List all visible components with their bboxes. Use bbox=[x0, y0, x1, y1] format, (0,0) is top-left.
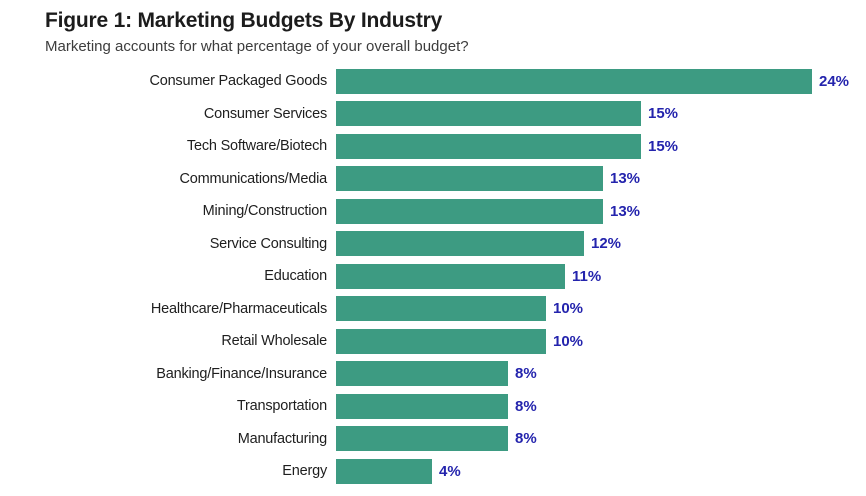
bar-row: Tech Software/Biotech 15% bbox=[0, 130, 866, 163]
bar-row: Communications/Media 13% bbox=[0, 163, 866, 196]
bar-area: 8% bbox=[336, 358, 866, 391]
bar-row: Education 11% bbox=[0, 260, 866, 293]
bar bbox=[336, 458, 432, 484]
category-label: Banking/Finance/Insurance bbox=[156, 365, 327, 382]
bar-row: Retail Wholesale 10% bbox=[0, 325, 866, 358]
bar-area: 15% bbox=[336, 130, 866, 163]
chart-subtitle: Marketing accounts for what percentage o… bbox=[45, 38, 469, 55]
bar-row: Transportation 8% bbox=[0, 390, 866, 423]
value-label: 11% bbox=[572, 267, 602, 285]
bar bbox=[336, 133, 641, 159]
bar-area: 4% bbox=[336, 455, 866, 488]
bar-area: 13% bbox=[336, 195, 866, 228]
bar bbox=[336, 198, 603, 224]
bar bbox=[336, 296, 546, 322]
bar bbox=[336, 231, 584, 257]
value-label: 8% bbox=[515, 430, 537, 448]
bar-area: 10% bbox=[336, 293, 866, 326]
category-label: Consumer Services bbox=[203, 105, 327, 122]
value-label: 10% bbox=[553, 300, 584, 318]
value-label: 24% bbox=[819, 72, 850, 90]
bar-row: Manufacturing 8% bbox=[0, 423, 866, 456]
bar bbox=[336, 361, 508, 387]
bar-area: 13% bbox=[336, 163, 866, 196]
bar bbox=[336, 328, 546, 354]
value-label: 10% bbox=[553, 332, 584, 350]
bar-row: Energy 4% bbox=[0, 455, 866, 488]
category-label: Tech Software/Biotech bbox=[186, 138, 327, 155]
value-label: 12% bbox=[591, 235, 622, 253]
category-label: Retail Wholesale bbox=[221, 333, 327, 350]
bar bbox=[336, 393, 508, 419]
category-label: Communications/Media bbox=[179, 170, 327, 187]
bar bbox=[336, 426, 508, 452]
value-label: 15% bbox=[648, 105, 679, 123]
chart-title: Figure 1: Marketing Budgets By Industry bbox=[45, 9, 443, 32]
bar-area: 12% bbox=[336, 228, 866, 261]
bar-row: Consumer Packaged Goods 24% bbox=[0, 65, 866, 98]
bar-row: Consumer Services 15% bbox=[0, 98, 866, 131]
value-label: 13% bbox=[610, 170, 641, 188]
category-label: Energy bbox=[282, 463, 327, 480]
category-label: Education bbox=[264, 268, 327, 285]
category-label: Consumer Packaged Goods bbox=[149, 73, 327, 90]
category-label: Service Consulting bbox=[209, 235, 327, 252]
category-label: Transportation bbox=[236, 398, 327, 415]
category-label: Manufacturing bbox=[237, 430, 327, 447]
bar-row: Banking/Finance/Insurance 8% bbox=[0, 358, 866, 391]
bar-chart-plot-area: Consumer Packaged Goods 24% Consumer Servi… bbox=[0, 65, 866, 488]
bar bbox=[336, 166, 603, 192]
bar bbox=[336, 263, 565, 289]
value-label: 8% bbox=[515, 397, 537, 415]
value-label: 15% bbox=[648, 137, 679, 155]
bar-row: Service Consulting 12% bbox=[0, 228, 866, 261]
bar bbox=[336, 101, 641, 127]
category-label: Mining/Construction bbox=[202, 203, 328, 220]
bar-area: 11% bbox=[336, 260, 866, 293]
bar-area: 8% bbox=[336, 423, 866, 456]
value-label: 4% bbox=[439, 462, 461, 480]
category-label: Healthcare/Pharmaceuticals bbox=[150, 300, 327, 317]
value-label: 8% bbox=[515, 365, 537, 383]
bar-row: Mining/Construction 13% bbox=[0, 195, 866, 228]
bar bbox=[336, 68, 812, 94]
bar-area: 10% bbox=[336, 325, 866, 358]
bar-row: Healthcare/Pharmaceuticals 10% bbox=[0, 293, 866, 326]
bar-area: 8% bbox=[336, 390, 866, 423]
bar-area: 24% bbox=[336, 65, 866, 98]
bar-area: 15% bbox=[336, 98, 866, 131]
value-label: 13% bbox=[610, 202, 641, 220]
